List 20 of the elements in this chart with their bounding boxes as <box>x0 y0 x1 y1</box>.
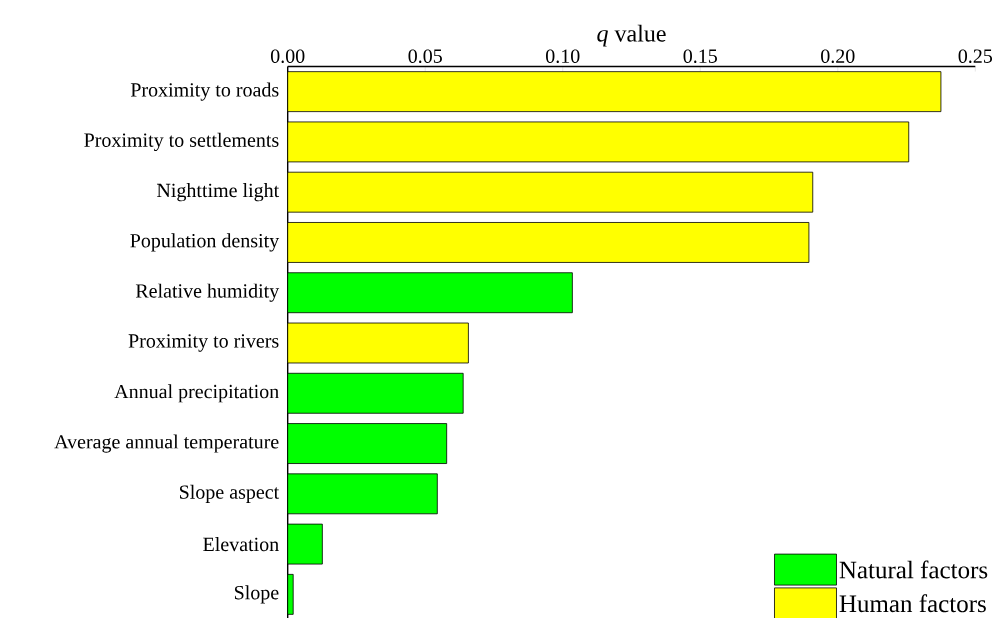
legend-label: Human factors <box>839 594 986 613</box>
y-tick-label: Average annual temperature <box>54 434 279 453</box>
y-tick-label: Slope <box>234 585 279 604</box>
y-tick-label: Annual precipitation <box>114 384 279 403</box>
x-tick-label: 0.15 <box>683 49 717 63</box>
x-tick-label: 0.10 <box>546 49 580 63</box>
y-tick-label: Proximity to rivers <box>128 334 279 352</box>
x-tick-label: 0.20 <box>821 49 855 63</box>
x-tick-label: 0.00 <box>270 49 305 63</box>
y-tick-label: Slope aspect <box>179 484 280 503</box>
y-tick-label: Population density <box>130 233 280 252</box>
x-axis-title: q value <box>597 24 666 47</box>
y-tick-label: Proximity to settlements <box>84 132 279 151</box>
x-tick-label: 0.05 <box>408 49 442 63</box>
y-tick-label: Proximity to roads <box>130 82 279 101</box>
legend-label: Natural factors <box>839 560 988 579</box>
x-tick-label: 0.25 <box>958 49 993 63</box>
y-tick-label: Elevation <box>203 537 279 552</box>
y-tick-label: Relative humidity <box>135 283 280 302</box>
y-tick-label: Nighttime light <box>156 183 280 202</box>
